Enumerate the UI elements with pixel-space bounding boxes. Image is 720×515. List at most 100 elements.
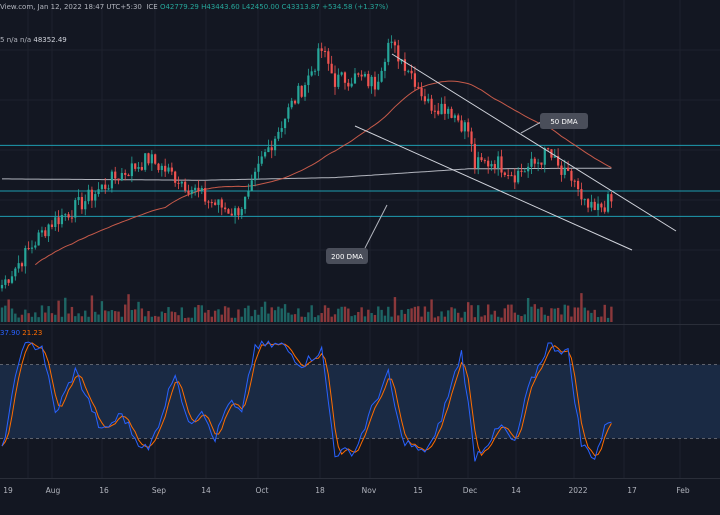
volume-bar (233, 317, 237, 322)
candle-body (543, 148, 546, 165)
low-value: L42450.00 (242, 3, 280, 11)
volume-bar (516, 314, 520, 322)
volume-bar (77, 313, 80, 322)
volume-bar (137, 301, 140, 322)
time-axis-label: Oct (256, 486, 269, 495)
volume-bar (380, 309, 383, 322)
candle-body (57, 217, 60, 225)
volume-bar (460, 317, 463, 322)
candle-body (67, 214, 70, 218)
candle-body (323, 50, 327, 52)
volume-bar (283, 304, 287, 322)
volume-bar (17, 317, 20, 322)
candle-body (263, 152, 267, 157)
candle-body (140, 167, 143, 170)
candle-body (144, 153, 147, 170)
volume-bar (363, 316, 367, 322)
volume-bar (543, 314, 546, 322)
ma50-callout-pointer (520, 121, 542, 134)
ma50-callout-box (540, 113, 588, 129)
oscillator-legend[interactable]: 37.90 21.23 (0, 329, 42, 337)
volume-bar (347, 308, 350, 322)
volume-bar (447, 310, 450, 322)
volume-bar (433, 317, 437, 322)
volume-bar (263, 301, 267, 322)
candle-body (353, 73, 357, 84)
candle-body (596, 203, 600, 211)
candle-body (307, 75, 310, 86)
time-axis[interactable]: 19 Aug 16 Sep 14 Oct 18 Nov 15 Dec 14 2022 17 Feb (3, 486, 690, 495)
candle-body (610, 194, 613, 202)
candle-body (287, 107, 290, 119)
candle-body (383, 61, 387, 71)
time-axis-label: Aug (46, 486, 61, 495)
volume-bar (483, 315, 487, 322)
time-axis-label: Feb (676, 486, 690, 495)
high-value: H43443.60 (201, 3, 240, 11)
ma50-callout[interactable]: 50 DMA (520, 113, 588, 134)
time-axis-label: 16 (99, 486, 109, 495)
volume-bar (453, 308, 457, 322)
volume-bar (20, 314, 24, 322)
candle-body (110, 171, 113, 189)
candle-body (493, 164, 496, 169)
candle-body (443, 103, 446, 114)
volume-bar (117, 311, 120, 322)
volume-bar (223, 306, 227, 322)
volume-bar (506, 304, 510, 322)
candle-body (327, 51, 330, 64)
volume-bar (67, 313, 70, 322)
volume-bar (450, 307, 453, 322)
candle-body (230, 213, 233, 216)
candle-body (273, 138, 277, 151)
candle-body (527, 166, 530, 172)
candle-body (483, 160, 486, 162)
volume-bar (110, 310, 114, 322)
volume-bar (333, 314, 337, 322)
volume-bar (407, 309, 410, 322)
candle-body (447, 108, 450, 114)
volume-bar (14, 313, 17, 322)
candle-body (397, 45, 400, 62)
candle-body (437, 110, 440, 115)
volume-bar (200, 305, 203, 322)
candle-body (407, 70, 410, 72)
candle-body (220, 199, 223, 208)
trend-channel[interactable] (354, 53, 677, 251)
volume-bar (157, 316, 160, 322)
candle-body (360, 74, 363, 77)
volume-bar (323, 305, 327, 322)
volume-bar (167, 307, 170, 322)
ma200-callout[interactable]: 200 DMA (326, 204, 388, 264)
volume-bar (486, 304, 490, 322)
candle-body (390, 41, 393, 43)
volume-bar (64, 297, 67, 322)
symbol-prefix: ICE (146, 3, 158, 11)
volume-bar (297, 308, 300, 322)
volume-bar (183, 317, 187, 322)
candle-body (190, 189, 193, 194)
candle-body (0, 284, 4, 289)
volume-bar (163, 312, 167, 322)
volume-bar (437, 316, 440, 322)
volume-bar (590, 312, 593, 322)
candle-body (590, 201, 593, 208)
candle-body (576, 180, 580, 190)
candle-body (600, 203, 603, 208)
volume-bar (513, 312, 517, 322)
volume-bar (220, 314, 223, 322)
volume-bar (377, 306, 380, 322)
volume-bar (90, 295, 94, 322)
candle-body (237, 208, 240, 216)
candle-body (490, 164, 493, 167)
volume-bar (493, 310, 497, 322)
candle-body (137, 167, 140, 169)
candle-body (300, 85, 303, 97)
ma50-label: 50 DMA (550, 118, 578, 126)
candle-body (567, 167, 570, 171)
volume-bars (0, 293, 613, 322)
volume-bar (360, 307, 363, 322)
ma-legend[interactable]: 5 n/a n/a 48352.49 (0, 36, 67, 44)
volume-bar (190, 317, 194, 322)
